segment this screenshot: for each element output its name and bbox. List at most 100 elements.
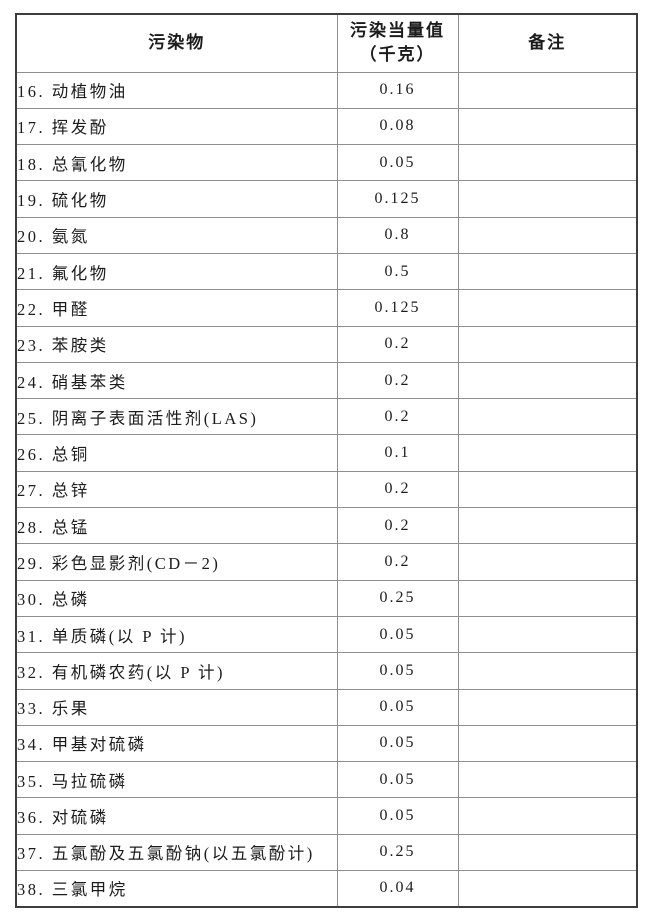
- table-body: 16. 动植物油 0.16 17. 挥发酚 0.08 18. 总氰化物 0.05 19. 硫…: [15, 71, 638, 908]
- table-row: 25. 阴离子表面活性剂(LAS) 0.2: [15, 398, 638, 436]
- column-header-remark: 备注: [457, 13, 638, 73]
- equivalent-value-cell: 0.1: [336, 434, 459, 472]
- pollutant-cell: 25. 阴离子表面活性剂(LAS): [15, 398, 338, 436]
- remark-cell: [457, 434, 638, 472]
- pollutant-cell: 18. 总氰化物: [15, 144, 338, 182]
- table-row: 16. 动植物油 0.16: [15, 71, 638, 109]
- remark-cell: [457, 216, 638, 254]
- equivalent-value-cell: 0.05: [336, 615, 459, 654]
- equivalent-value-cell: 0.05: [336, 797, 459, 835]
- table-row: 32. 有机磷农药(以 P 计) 0.05: [15, 652, 638, 690]
- pollutant-cell: 19. 硫化物: [15, 180, 338, 218]
- table-row: 29. 彩色显影剂(CD－2) 0.2: [15, 543, 638, 581]
- table-row: 28. 总锰 0.2: [15, 507, 638, 545]
- pollutant-cell: 29. 彩色显影剂(CD－2): [15, 543, 338, 581]
- column-header-equivalent-value-line2: （千克）: [359, 45, 436, 65]
- pollutant-cell: 17. 挥发酚: [15, 107, 338, 146]
- column-header-equivalent-value-line1: 污染当量值: [350, 20, 445, 40]
- equivalent-value-cell: 0.05: [336, 724, 459, 763]
- equivalent-value-cell: 0.05: [336, 688, 459, 726]
- column-header-pollutant: 污染物: [15, 13, 338, 73]
- equivalent-value-cell: 0.05: [336, 761, 459, 799]
- table-row: 18. 总氰化物 0.05: [15, 144, 638, 182]
- remark-cell: [457, 543, 638, 581]
- pollutant-cell: 38. 三氯甲烷: [15, 870, 338, 908]
- equivalent-value-cell: 0.125: [336, 180, 459, 218]
- table-row: 33. 乐果 0.05: [15, 688, 638, 726]
- pollutant-cell: 26. 总铜: [15, 434, 338, 472]
- table-row: 31. 单质磷(以 P 计) 0.05: [15, 615, 638, 654]
- pollutant-cell: 35. 马拉硫磷: [15, 761, 338, 799]
- table-row: 23. 苯胺类 0.2: [15, 325, 638, 363]
- pollutant-cell: 31. 单质磷(以 P 计): [15, 615, 338, 654]
- pollutant-cell: 37. 五氯酚及五氯酚钠(以五氯酚计): [15, 833, 338, 872]
- equivalent-value-cell: 0.125: [336, 289, 459, 327]
- table-row: 22. 甲醛 0.125: [15, 289, 638, 327]
- table-row: 38. 三氯甲烷 0.04: [15, 870, 638, 908]
- pollutant-cell: 36. 对硫磷: [15, 797, 338, 835]
- remark-cell: [457, 761, 638, 799]
- table-row: 21. 氟化物 0.5: [15, 252, 638, 291]
- remark-cell: [457, 71, 638, 109]
- remark-cell: [457, 579, 638, 617]
- pollutant-cell: 16. 动植物油: [15, 71, 338, 109]
- remark-cell: [457, 252, 638, 291]
- equivalent-value-cell: 0.25: [336, 579, 459, 617]
- equivalent-value-cell: 0.2: [336, 470, 459, 509]
- pollutant-cell: 34. 甲基对硫磷: [15, 724, 338, 763]
- remark-cell: [457, 325, 638, 363]
- equivalent-value-cell: 0.04: [336, 870, 459, 908]
- equivalent-value-cell: 0.05: [336, 652, 459, 690]
- equivalent-value-cell: 0.5: [336, 252, 459, 291]
- remark-cell: [457, 870, 638, 908]
- remark-cell: [457, 107, 638, 146]
- remark-cell: [457, 289, 638, 327]
- equivalent-value-cell: 0.08: [336, 107, 459, 146]
- remark-cell: [457, 833, 638, 872]
- table-row: 17. 挥发酚 0.08: [15, 107, 638, 146]
- remark-cell: [457, 652, 638, 690]
- table-row: 36. 对硫磷 0.05: [15, 797, 638, 835]
- table-row: 37. 五氯酚及五氯酚钠(以五氯酚计) 0.25: [15, 833, 638, 872]
- remark-cell: [457, 688, 638, 726]
- table-row: 30. 总磷 0.25: [15, 579, 638, 617]
- remark-cell: [457, 797, 638, 835]
- remark-cell: [457, 361, 638, 400]
- table-row: 26. 总铜 0.1: [15, 434, 638, 472]
- equivalent-value-cell: 0.2: [336, 507, 459, 545]
- table-row: 34. 甲基对硫磷 0.05: [15, 724, 638, 763]
- equivalent-value-cell: 0.05: [336, 144, 459, 182]
- pollutant-table: 污染物 污染当量值 （千克） 备注 16. 动植物油 0.16 17. 挥发酚 0.0…: [15, 13, 638, 908]
- equivalent-value-cell: 0.2: [336, 398, 459, 436]
- remark-cell: [457, 470, 638, 509]
- remark-cell: [457, 398, 638, 436]
- remark-cell: [457, 615, 638, 654]
- pollutant-cell: 32. 有机磷农药(以 P 计): [15, 652, 338, 690]
- remark-cell: [457, 507, 638, 545]
- header-row: 污染物 污染当量值 （千克） 备注: [15, 13, 638, 73]
- remark-cell: [457, 724, 638, 763]
- equivalent-value-cell: 0.2: [336, 361, 459, 400]
- remark-cell: [457, 144, 638, 182]
- table-row: 20. 氨氮 0.8: [15, 216, 638, 254]
- table-row: 35. 马拉硫磷 0.05: [15, 761, 638, 799]
- equivalent-value-cell: 0.25: [336, 833, 459, 872]
- pollutant-cell: 21. 氟化物: [15, 252, 338, 291]
- column-header-equivalent-value: 污染当量值 （千克）: [336, 13, 459, 73]
- table-row: 27. 总锌 0.2: [15, 470, 638, 509]
- remark-cell: [457, 180, 638, 218]
- pollutant-cell: 28. 总锰: [15, 507, 338, 545]
- equivalent-value-cell: 0.8: [336, 216, 459, 254]
- pollutant-cell: 30. 总磷: [15, 579, 338, 617]
- equivalent-value-cell: 0.16: [336, 71, 459, 109]
- equivalent-value-cell: 0.2: [336, 325, 459, 363]
- equivalent-value-cell: 0.2: [336, 543, 459, 581]
- table-row: 24. 硝基苯类 0.2: [15, 361, 638, 400]
- pollutant-cell: 24. 硝基苯类: [15, 361, 338, 400]
- pollutant-cell: 22. 甲醛: [15, 289, 338, 327]
- pollutant-cell: 33. 乐果: [15, 688, 338, 726]
- pollutant-cell: 23. 苯胺类: [15, 325, 338, 363]
- pollutant-cell: 27. 总锌: [15, 470, 338, 509]
- table-row: 19. 硫化物 0.125: [15, 180, 638, 218]
